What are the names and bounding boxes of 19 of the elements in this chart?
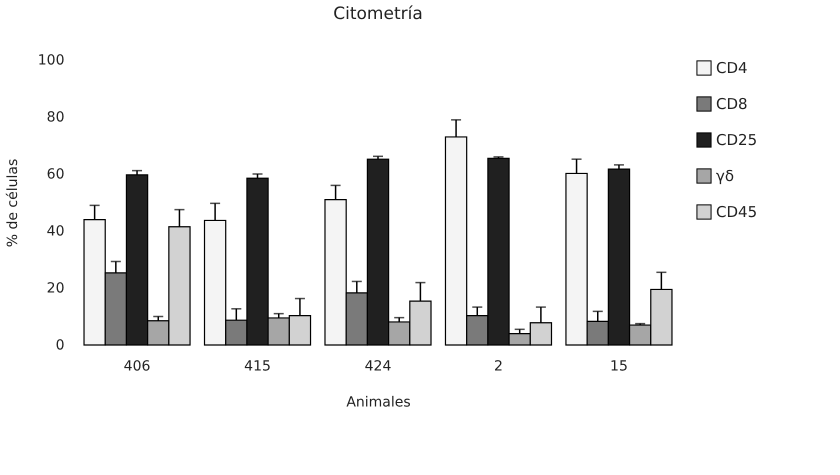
legend-label: CD25	[716, 131, 758, 149]
legend-label: CD8	[716, 95, 748, 113]
chart-title: Citometría	[333, 4, 423, 24]
legend-label: γδ	[716, 167, 734, 185]
y-tick-label: 40	[46, 224, 64, 240]
x-tick-label: 15	[610, 358, 628, 374]
legend-label: CD45	[716, 203, 758, 221]
y-tick-label: 20	[46, 280, 64, 296]
x-tick-label: 415	[244, 358, 271, 374]
y-axis-title: % de células	[4, 158, 21, 248]
y-tick-label: 100	[38, 52, 64, 68]
legend-label: CD4	[716, 59, 748, 77]
y-tick-label: 60	[46, 166, 64, 182]
y-tick-label: 0	[56, 338, 64, 354]
y-tick-label: 80	[46, 110, 64, 126]
x-tick-label: 406	[124, 358, 150, 374]
x-tick-label: 2	[494, 358, 503, 374]
x-axis-title: Animales	[346, 394, 411, 410]
x-tick-label: 424	[364, 358, 392, 374]
